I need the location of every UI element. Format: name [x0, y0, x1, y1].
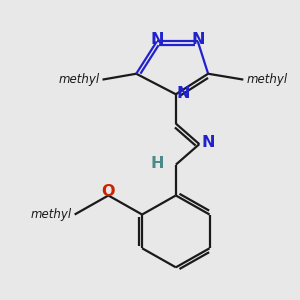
Text: N: N: [191, 32, 205, 47]
Text: methyl: methyl: [58, 73, 100, 86]
Text: N: N: [176, 86, 190, 101]
Text: N: N: [201, 135, 215, 150]
Text: methyl: methyl: [246, 73, 287, 86]
Text: O: O: [102, 184, 115, 199]
Text: N: N: [150, 32, 164, 47]
Text: methyl: methyl: [31, 208, 72, 221]
Text: H: H: [150, 156, 164, 171]
